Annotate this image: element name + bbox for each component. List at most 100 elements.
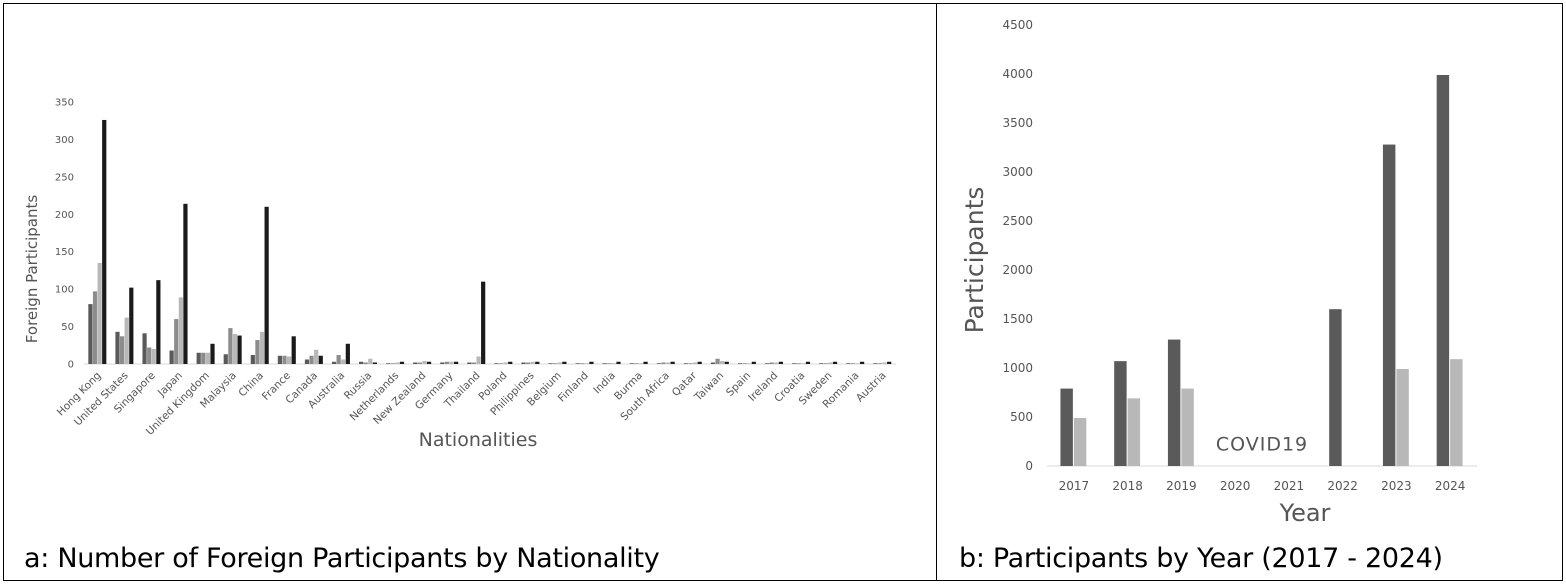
bar-russia-series-2 bbox=[363, 362, 368, 364]
x-tick-label: 2019 bbox=[1166, 479, 1197, 493]
bar-2017-series-1 bbox=[1060, 388, 1073, 466]
bar-spain-series-2 bbox=[742, 363, 747, 364]
bar-ireland-series-1 bbox=[764, 363, 770, 364]
bar-united-states-series-1 bbox=[115, 331, 120, 364]
x-tick-label: Finland bbox=[556, 370, 591, 405]
y-tick-label: 2000 bbox=[1002, 263, 1033, 277]
bar-belgium-series-2 bbox=[553, 363, 558, 364]
bar-ireland-series-4 bbox=[778, 361, 784, 364]
x-tick-label: Austria bbox=[854, 370, 889, 405]
bar-spain-series-4 bbox=[751, 361, 756, 364]
bar-new-zealand-series-1 bbox=[413, 362, 418, 364]
bar-malaysia-series-4 bbox=[237, 335, 242, 364]
bar-spain-series-3 bbox=[747, 363, 752, 364]
bar-malaysia-series-1 bbox=[223, 354, 228, 364]
panel-nationality-chart: 0 50 100 150 200 250 300 350 Hong Kong United Sta… bbox=[3, 3, 938, 581]
bar-japan-series-2 bbox=[174, 319, 179, 364]
x-tick-label: 2023 bbox=[1381, 479, 1412, 493]
bar-sweden-series-4 bbox=[832, 361, 838, 364]
bar-2023-series-2 bbox=[1396, 368, 1409, 466]
bar-new-zealand-series-2 bbox=[417, 362, 422, 364]
bar-new-zealand-series-3 bbox=[422, 361, 427, 364]
y-tick-label: 100 bbox=[55, 285, 74, 296]
bar-netherlands-series-2 bbox=[390, 363, 395, 364]
bar-germany-series-1 bbox=[440, 362, 445, 364]
bar-united-kingdom-series-1 bbox=[196, 352, 201, 364]
bar-taiwan-series-2 bbox=[715, 358, 720, 364]
bar-2024-series-2 bbox=[1450, 359, 1463, 466]
y-tick-label: 0 bbox=[1025, 459, 1033, 473]
bar-austria-series-4 bbox=[887, 361, 892, 364]
bar-canada-series-2 bbox=[309, 355, 314, 364]
bar-singapore-series-2 bbox=[147, 347, 152, 364]
y-tick-label: 50 bbox=[61, 322, 74, 333]
y-tick-label: 250 bbox=[55, 172, 74, 183]
bar-philippines-series-1 bbox=[521, 362, 526, 364]
bar-thailand-series-2 bbox=[471, 362, 477, 364]
y-tick-label: 350 bbox=[55, 98, 74, 109]
bar-united-states-series-3 bbox=[124, 317, 129, 364]
bar-france-series-2 bbox=[282, 355, 287, 364]
bar-sweden-series-3 bbox=[828, 362, 833, 364]
bar-burma-series-4 bbox=[643, 361, 648, 364]
bar-burma-series-3 bbox=[638, 363, 644, 364]
bar-ireland-series-2 bbox=[769, 362, 774, 364]
bar-australia-series-4 bbox=[345, 343, 350, 364]
x-tick-label: Taiwan bbox=[692, 370, 726, 404]
year-bar-chart: 0 500 1000 1500 2000 2500 3000 3500 4000 4500 2017… bbox=[960, 18, 1477, 527]
bar-south-africa-series-2 bbox=[661, 362, 666, 364]
y-tick-label: 4500 bbox=[1002, 18, 1033, 32]
bar-qatar-series-3 bbox=[693, 362, 698, 364]
bar-netherlands-series-3 bbox=[395, 362, 400, 364]
bar-thailand-series-3 bbox=[476, 356, 481, 364]
bar-finland-series-4 bbox=[589, 361, 594, 364]
bar-philippines-series-3 bbox=[530, 361, 535, 364]
bar-croatia-series-4 bbox=[805, 361, 811, 364]
bar-russia-series-1 bbox=[358, 361, 364, 364]
x-tick-label: 2017 bbox=[1059, 479, 1090, 493]
y-tick-label: 4000 bbox=[1002, 67, 1033, 81]
bar-india-series-3 bbox=[611, 363, 617, 364]
bar-finland-series-1 bbox=[575, 363, 580, 364]
bar-2018-series-1 bbox=[1114, 361, 1127, 466]
bar-spain-series-1 bbox=[737, 363, 743, 364]
bar-united-states-series-2 bbox=[119, 336, 125, 364]
bar-hong-kong-series-1 bbox=[88, 304, 93, 364]
bar-france-series-3 bbox=[287, 356, 292, 364]
bar-sweden-series-2 bbox=[823, 363, 828, 364]
bar-romania-series-4 bbox=[860, 361, 865, 364]
bar-germany-series-4 bbox=[454, 361, 459, 364]
y-tick-label: 2500 bbox=[1002, 214, 1033, 228]
bar-qatar-series-2 bbox=[688, 363, 693, 364]
bar-japan-series-3 bbox=[178, 297, 183, 364]
y-axis-title: Foreign Participants bbox=[23, 195, 41, 344]
y-tick-label: 200 bbox=[55, 210, 74, 221]
bar-germany-series-2 bbox=[444, 361, 449, 364]
bar-taiwan-series-4 bbox=[724, 361, 729, 364]
bar-united-kingdom-series-3 bbox=[205, 352, 211, 364]
bar-romania-series-1 bbox=[846, 363, 851, 364]
bar-singapore-series-3 bbox=[151, 349, 156, 364]
bar-austria-series-2 bbox=[877, 363, 883, 364]
bar-2024-series-1 bbox=[1436, 74, 1450, 466]
y-tick-label: 0 bbox=[68, 360, 74, 371]
bar-taiwan-series-1 bbox=[710, 362, 716, 364]
bar-poland-series-4 bbox=[508, 361, 513, 364]
bar-australia-series-1 bbox=[331, 361, 337, 364]
bar-belgium-series-1 bbox=[548, 363, 553, 364]
bar-belgium-series-4 bbox=[562, 361, 567, 364]
y-tick-label: 1500 bbox=[1002, 312, 1033, 326]
x-tick-label: 2020 bbox=[1220, 479, 1251, 493]
bar-thailand-series-1 bbox=[467, 362, 472, 364]
bar-united-kingdom-series-4 bbox=[210, 343, 215, 364]
y-tick-label: 3500 bbox=[1002, 116, 1033, 130]
bar-south-africa-series-1 bbox=[656, 363, 661, 364]
bar-2023-series-1 bbox=[1382, 144, 1396, 466]
bar-philippines-series-2 bbox=[525, 362, 531, 364]
bar-china-series-1 bbox=[250, 355, 255, 364]
bar-2022-series-1 bbox=[1329, 309, 1342, 466]
bar-finland-series-2 bbox=[580, 363, 585, 364]
y-tick-label: 1000 bbox=[1002, 361, 1033, 375]
